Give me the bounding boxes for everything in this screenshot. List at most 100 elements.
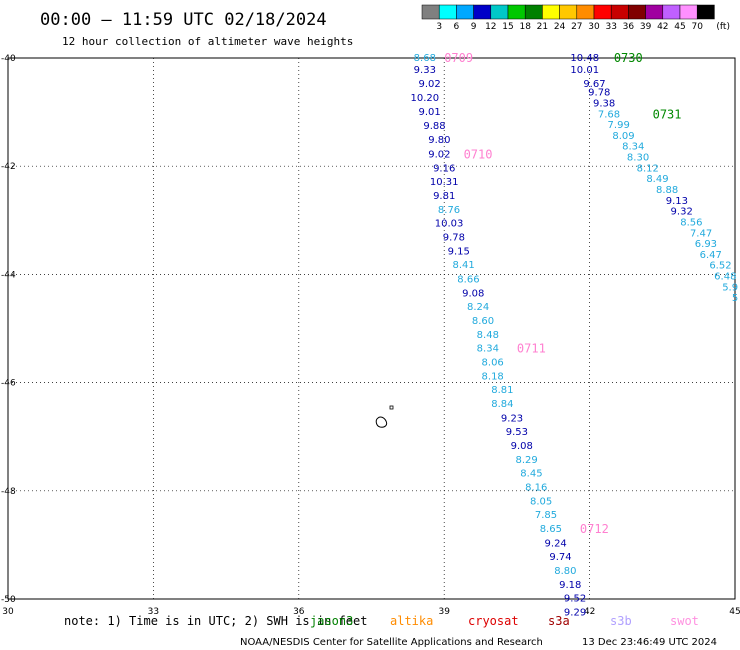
y-tick-label: -42	[1, 162, 16, 172]
colorbar-swatch	[662, 4, 681, 20]
wave-height-label: 9.23	[501, 413, 523, 424]
footer-timestamp: 13 Dec 23:46:49 UTC 2024	[582, 637, 717, 648]
wave-height-label: 10.01	[570, 65, 599, 76]
pass-time-label: 0709	[444, 51, 473, 65]
wave-height-label: 10.03	[435, 219, 464, 230]
wave-height-label: 9.29	[564, 608, 586, 619]
wave-height-label: 9.15	[448, 247, 470, 258]
wave-height-label: 8.76	[438, 205, 460, 216]
y-tick-label: -44	[1, 270, 16, 280]
wave-height-label: 9.01	[419, 107, 441, 118]
wave-height-label: 8.12	[637, 163, 659, 174]
wave-height-label: 8.06	[482, 358, 504, 369]
satellite-legend-item: s3a	[548, 614, 570, 628]
wave-height-label: 8.18	[482, 372, 504, 383]
footer-org: NOAA/NESDIS Center for Satellite Applica…	[240, 637, 543, 648]
colorbar-label: 6	[454, 22, 460, 32]
colorbar-label: 39	[640, 22, 652, 32]
colorbar-label: 36	[623, 22, 635, 32]
wave-height-label: 6.93	[695, 239, 717, 250]
colorbar-label: 18	[519, 22, 531, 32]
wave-height-label: 10.31	[430, 177, 459, 188]
satellite-legend-item: jason3	[310, 614, 353, 628]
y-tick-label: -50	[1, 595, 16, 605]
colorbar-swatch	[593, 4, 612, 20]
y-tick-label: -40	[1, 54, 16, 64]
wave-height-label: 8.56	[680, 217, 702, 228]
colorbar-label: 30	[588, 22, 600, 32]
colorbar-label: 3	[436, 22, 442, 32]
wave-height-label: 7.47	[690, 228, 712, 239]
y-tick-label: -46	[1, 379, 16, 389]
wave-height-label: 9.81	[433, 191, 455, 202]
colorbar-swatch	[456, 4, 474, 20]
wave-height-label: 7.85	[535, 510, 557, 521]
satellite-legend-item: swot	[670, 614, 699, 628]
colorbar-label: 27	[571, 22, 582, 32]
x-tick-label: 45	[729, 607, 740, 617]
colorbar-unit: (ft)	[716, 22, 730, 32]
wave-height-label: 5	[732, 293, 738, 304]
x-tick-label: 42	[584, 607, 595, 617]
colorbar: 3 6 9 12 15 18 21 24 27 30 33 36 39 42 45 70 (ft)	[421, 4, 730, 32]
x-tick-label: 36	[293, 607, 305, 617]
wave-height-label: 9.52	[564, 593, 586, 604]
note-text: note: 1) Time is in UTC; 2) SWH is in fe…	[64, 614, 367, 628]
wave-height-label: 8.65	[540, 524, 562, 535]
x-tick-label: 33	[148, 607, 159, 617]
y-tick-label: -48	[1, 487, 16, 497]
wave-height-label: 9.18	[559, 580, 581, 591]
colorbar-swatch	[559, 4, 578, 20]
wave-height-label: 8.68	[414, 53, 436, 64]
page-title: 00:00 – 11:59 UTC 02/18/2024	[40, 10, 327, 30]
colorbar-label: 33	[605, 22, 616, 32]
wave-height-label: 9.33	[414, 65, 436, 76]
colorbar-swatch	[473, 4, 492, 20]
colorbar-swatch	[696, 4, 715, 20]
colorbar-swatch	[421, 4, 440, 20]
colorbar-swatch	[524, 4, 543, 20]
colorbar-label: 24	[554, 22, 566, 32]
wave-height-label: 8.48	[477, 330, 499, 341]
wave-height-label: 9.32	[671, 207, 693, 218]
wave-height-label: 8.09	[612, 131, 634, 142]
wave-height-label: 9.38	[593, 98, 615, 109]
satellite-legend: jason3 altika cryosat s3a s3b swot	[310, 614, 699, 628]
colorbar-swatch	[542, 4, 560, 20]
wave-height-label: 8.60	[472, 316, 494, 327]
wave-height-label: 5.9	[722, 282, 738, 293]
pass-time-label: 0731	[653, 107, 682, 121]
wave-height-label: 9.16	[433, 163, 455, 174]
pass-time-label: 0711	[517, 342, 546, 356]
wave-height-label: 8.34	[622, 142, 644, 153]
wave-height-label: 8.41	[452, 260, 474, 271]
wave-height-label: 9.80	[428, 135, 450, 146]
wave-height-label: 9.78	[443, 233, 465, 244]
satellite-legend-item: altika	[390, 614, 433, 628]
pass-time-label: 0710	[464, 147, 493, 161]
wave-height-label: 8.29	[515, 455, 537, 466]
colorbar-label: 42	[657, 22, 668, 32]
wave-height-label: 9.53	[506, 427, 528, 438]
colorbar-swatch	[438, 4, 457, 20]
wave-height-label: 8.05	[530, 497, 552, 508]
wave-height-label: 10.20	[410, 93, 439, 104]
wave-height-label: 8.30	[627, 153, 649, 164]
colorbar-swatch	[610, 4, 629, 20]
wave-height-label: 8.49	[646, 174, 668, 185]
axis-ticks: 30 33 36 39 42 45 -40 -42 -44 -46 -48 -50	[1, 54, 740, 617]
pass-time-label: 0730	[614, 51, 643, 65]
wave-height-label: 6.47	[700, 250, 722, 261]
colorbar-swatch	[679, 4, 698, 20]
colorbar-swatch	[628, 4, 646, 20]
wave-height-label: 8.45	[520, 468, 542, 479]
wave-height-label: 9.67	[583, 79, 605, 90]
wave-height-label: 9.24	[545, 538, 567, 549]
wave-height-label: 9.08	[462, 288, 484, 299]
colorbar-label: 45	[674, 22, 685, 32]
wave-height-label: 9.74	[549, 552, 571, 563]
colorbar-label: 12	[485, 22, 496, 32]
colorbar-label: 15	[502, 22, 513, 32]
wave-height-label: 8.80	[554, 566, 576, 577]
